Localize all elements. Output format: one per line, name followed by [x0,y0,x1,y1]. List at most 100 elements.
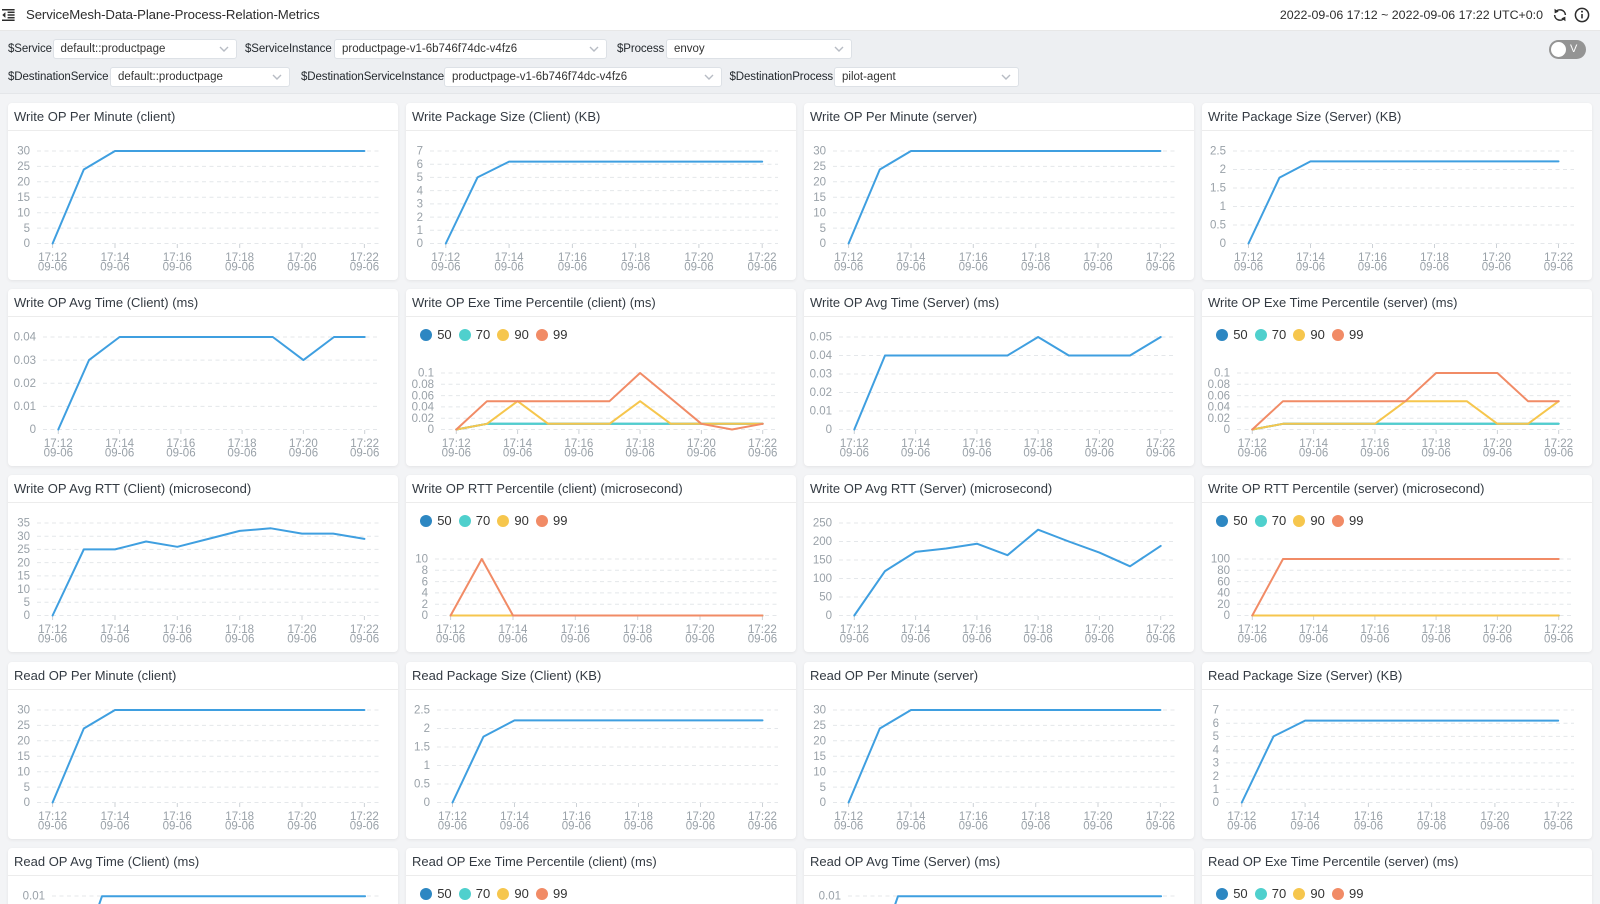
svg-text:17:20: 17:20 [1085,624,1114,636]
svg-text:09-06: 09-06 [1544,448,1573,460]
svg-text:09-06: 09-06 [1299,634,1328,646]
svg-text:09-06: 09-06 [748,820,777,832]
svg-text:20: 20 [17,177,30,189]
svg-text:3: 3 [417,199,423,211]
svg-text:0: 0 [24,238,30,250]
svg-text:09-06: 09-06 [621,262,650,274]
svg-text:17:12: 17:12 [44,438,73,450]
svg-text:30: 30 [813,704,826,716]
svg-text:0: 0 [1213,797,1219,809]
svg-text:17:12: 17:12 [38,811,67,823]
svg-text:17:18: 17:18 [225,252,254,264]
svg-text:35: 35 [17,518,30,530]
svg-text:17:14: 17:14 [105,438,134,450]
svg-text:1: 1 [1213,784,1219,796]
svg-text:0.5: 0.5 [414,778,430,790]
svg-text:09-06: 09-06 [748,634,777,646]
svg-text:0: 0 [826,610,832,622]
svg-text:17:14: 17:14 [897,811,926,823]
svg-text:09-06: 09-06 [1085,448,1114,460]
svg-text:7: 7 [417,146,423,158]
svg-text:10: 10 [813,766,826,778]
svg-text:10: 10 [813,207,826,219]
svg-text:17:20: 17:20 [685,252,714,264]
svg-text:17:14: 17:14 [500,811,529,823]
svg-text:2.5: 2.5 [414,704,430,716]
svg-text:17:12: 17:12 [436,624,465,636]
svg-text:09-06: 09-06 [684,262,713,274]
svg-text:0.08: 0.08 [1208,379,1230,391]
svg-text:17:14: 17:14 [901,624,930,636]
svg-text:17:20: 17:20 [1085,438,1114,450]
svg-text:09-06: 09-06 [287,820,316,832]
svg-text:17:16: 17:16 [558,252,587,264]
svg-text:17:12: 17:12 [442,438,471,450]
svg-text:09-06: 09-06 [623,634,652,646]
svg-text:5: 5 [1213,731,1219,743]
svg-text:17:16: 17:16 [167,438,196,450]
svg-text:10: 10 [17,584,30,596]
svg-text:5: 5 [820,223,826,235]
svg-text:09-06: 09-06 [1543,820,1572,832]
svg-text:5: 5 [820,781,826,793]
svg-text:09-06: 09-06 [1417,820,1446,832]
svg-text:17:14: 17:14 [101,252,130,264]
svg-text:0.1: 0.1 [1214,368,1230,380]
svg-text:09-06: 09-06 [431,262,460,274]
svg-text:17:18: 17:18 [1420,252,1449,264]
svg-text:09-06: 09-06 [1354,820,1383,832]
svg-text:15: 15 [813,751,826,763]
svg-text:5: 5 [24,223,30,235]
svg-text:15: 15 [17,751,30,763]
svg-text:20: 20 [813,177,826,189]
svg-text:09-06: 09-06 [625,448,654,460]
svg-text:09-06: 09-06 [1290,820,1319,832]
svg-text:17:20: 17:20 [686,811,715,823]
svg-text:17:18: 17:18 [1024,624,1053,636]
svg-text:09-06: 09-06 [896,262,925,274]
svg-text:0.04: 0.04 [412,402,435,414]
svg-text:09-06: 09-06 [1296,262,1325,274]
svg-text:0: 0 [1220,238,1226,250]
svg-text:0.02: 0.02 [810,387,832,399]
svg-text:6: 6 [422,576,428,588]
svg-text:09-06: 09-06 [1360,634,1389,646]
svg-text:8: 8 [422,565,428,577]
svg-text:17:14: 17:14 [1296,252,1325,264]
svg-text:17:20: 17:20 [1482,252,1511,264]
svg-text:09-06: 09-06 [1483,634,1512,646]
svg-text:09-06: 09-06 [1420,262,1449,274]
svg-text:4: 4 [1213,744,1220,756]
svg-text:09-06: 09-06 [1146,262,1175,274]
svg-text:17:22: 17:22 [748,438,777,450]
svg-text:09-06: 09-06 [100,634,129,646]
svg-text:17:22: 17:22 [1146,811,1175,823]
svg-text:17:18: 17:18 [1422,624,1451,636]
svg-text:09-06: 09-06 [959,262,988,274]
svg-text:10: 10 [17,207,30,219]
svg-text:09-06: 09-06 [1358,262,1387,274]
svg-text:09-06: 09-06 [38,634,67,646]
svg-text:17:18: 17:18 [624,811,653,823]
svg-text:0.1: 0.1 [418,368,434,380]
svg-text:17:20: 17:20 [288,624,317,636]
svg-text:4: 4 [422,588,429,600]
svg-text:09-06: 09-06 [1083,262,1112,274]
svg-text:0.01: 0.01 [14,401,36,413]
svg-text:09-06: 09-06 [840,448,869,460]
svg-text:17:18: 17:18 [626,438,655,450]
svg-text:5: 5 [417,172,423,184]
svg-text:09-06: 09-06 [1421,448,1450,460]
svg-text:17:16: 17:16 [565,438,594,450]
svg-text:09-06: 09-06 [901,634,930,646]
svg-text:17:14: 17:14 [897,252,926,264]
svg-text:0.06: 0.06 [1208,390,1230,402]
svg-text:09-06: 09-06 [747,262,776,274]
svg-text:15: 15 [17,192,30,204]
svg-text:17:14: 17:14 [1299,624,1328,636]
svg-text:17:20: 17:20 [1084,252,1113,264]
svg-text:09-06: 09-06 [962,448,991,460]
svg-text:17:22: 17:22 [1544,438,1573,450]
svg-text:09-06: 09-06 [687,448,716,460]
svg-text:17:16: 17:16 [959,811,988,823]
